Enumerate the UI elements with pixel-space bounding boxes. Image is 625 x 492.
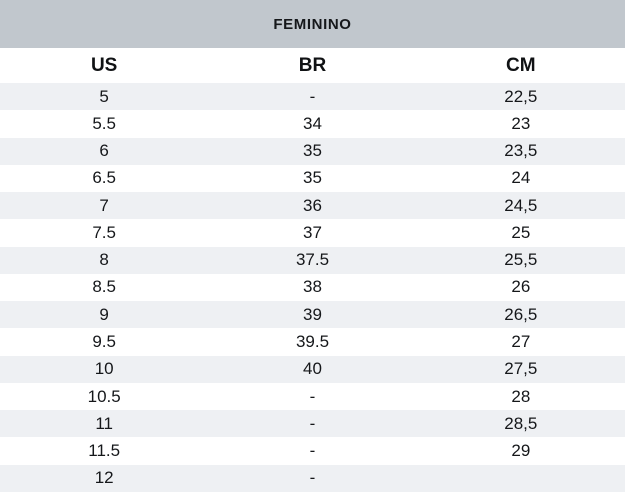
- cell-us: 11.5: [88, 441, 121, 461]
- cell-br: 38: [303, 277, 322, 297]
- table-row: 11 - 28,5: [0, 410, 625, 438]
- table-row: 9 39 26,5: [0, 301, 625, 329]
- cell-us: 6: [99, 141, 109, 161]
- cell-br: 37: [303, 222, 322, 242]
- cell-cm: 26: [511, 277, 531, 297]
- table-row: 5.5 34 23: [0, 110, 625, 138]
- cell-us: 5: [99, 86, 109, 106]
- cell-cm: 25,5: [504, 250, 538, 270]
- cell-br: -: [309, 441, 316, 461]
- column-header-cm: CM: [506, 54, 536, 76]
- table-header-row: US BR CM: [0, 48, 625, 83]
- cell-br: -: [309, 86, 316, 106]
- cell-br: -: [309, 468, 316, 488]
- table-row: 7 36 24,5: [0, 192, 625, 220]
- cell-us: 6.5: [92, 168, 116, 188]
- cell-br: 39: [303, 304, 322, 324]
- cell-us: 5.5: [92, 113, 116, 133]
- cell-br: 35: [303, 141, 322, 161]
- cell-us: 10: [94, 359, 114, 379]
- cell-us: 7.5: [92, 222, 116, 242]
- table-row: 6.5 35 24: [0, 164, 625, 193]
- cell-us: 11: [95, 413, 113, 433]
- table-row: 7.5 37 25: [0, 219, 625, 247]
- table-row: 5 - 22,5: [0, 83, 625, 111]
- cell-br: -: [309, 413, 316, 433]
- cell-us: 12: [94, 468, 114, 488]
- table-row: 11.5 - 29: [0, 437, 625, 465]
- table-row: 10 40 27,5: [0, 355, 625, 383]
- column-header-us: US: [90, 54, 118, 76]
- table-row: 8.5 38 26: [0, 273, 625, 302]
- cell-us: 10.5: [87, 386, 121, 406]
- cell-cm: 24: [511, 168, 531, 188]
- table-row: 8 37.5 25,5: [0, 246, 625, 274]
- cell-cm: 23: [511, 113, 531, 133]
- cell-br: 34: [303, 113, 322, 133]
- table-title: FEMININO: [273, 15, 352, 33]
- cell-br: 35: [303, 168, 322, 188]
- cell-cm: 23,5: [504, 141, 538, 161]
- table-row: 6 35 23,5: [0, 137, 625, 165]
- table-row: 10.5 - 28: [0, 382, 625, 411]
- cell-us: 8.5: [92, 277, 116, 297]
- table-body: 5 - 22,5 5.5 34 23 6 35 23,5 6.5 35 24 7…: [0, 83, 625, 492]
- cell-cm: 28: [511, 386, 531, 406]
- table-row: 12 -: [0, 464, 625, 492]
- cell-br: 39.5: [295, 332, 330, 352]
- cell-cm: 29: [511, 441, 531, 461]
- cell-us: 7: [99, 195, 109, 215]
- table-row: 9.5 39.5 27: [0, 328, 625, 356]
- cell-us: 9.5: [92, 332, 116, 352]
- cell-br: 37.5: [295, 250, 330, 270]
- cell-cm: 28,5: [504, 413, 538, 433]
- cell-cm: 26,5: [504, 304, 538, 324]
- cell-cm: 27,5: [504, 359, 538, 379]
- cell-br: -: [309, 386, 316, 406]
- column-header-br: BR: [298, 54, 327, 76]
- cell-br: 36: [303, 195, 322, 215]
- cell-us: 9: [99, 304, 109, 324]
- cell-cm: 27: [511, 332, 531, 352]
- cell-us: 8: [99, 250, 109, 270]
- cell-cm: 25: [511, 222, 531, 242]
- cell-cm: 22,5: [504, 86, 538, 106]
- cell-cm: 24,5: [504, 195, 538, 215]
- table-title-band: FEMININO: [0, 0, 625, 48]
- cell-br: 40: [303, 359, 322, 379]
